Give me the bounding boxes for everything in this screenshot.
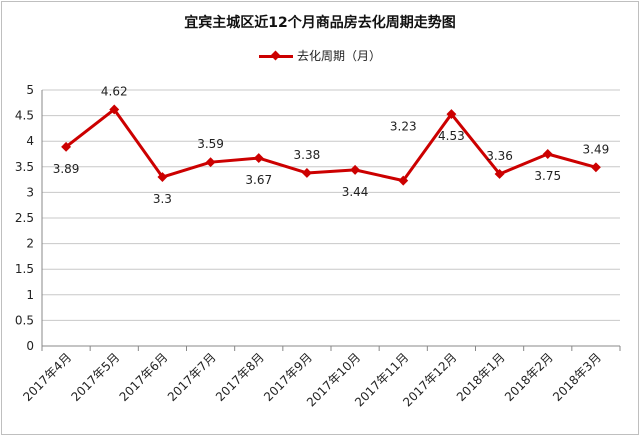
data-label: 3.23 [390,120,417,134]
y-tick-label: 1.5 [15,262,34,276]
chart-legend: 去化周期（月） [0,47,640,64]
x-tick-label: 2017年6月 [117,350,171,404]
x-tick-label: 2018年3月 [550,350,604,404]
data-point [590,162,601,173]
y-tick-label: 0 [26,339,34,353]
data-label: 3.3 [153,192,172,206]
data-label: 3.44 [342,185,369,199]
data-label: 3.36 [486,149,513,163]
x-tick-label: 2017年4月 [20,350,74,404]
data-point [109,104,120,115]
data-point [205,157,216,168]
series-line [65,107,597,183]
data-label: 3.49 [583,142,610,156]
data-point [301,167,312,178]
data-label: 3.75 [534,169,561,183]
data-point [350,164,361,175]
data-label: 3.89 [53,162,80,176]
y-tick-label: 2.5 [15,211,34,225]
data-point [398,175,409,186]
data-point [542,149,553,159]
chart-title: 宜宾主城区近12个月商品房去化周期走势图 [184,15,456,31]
y-tick-label: 3 [26,185,34,199]
data-point [253,153,264,164]
y-tick-label: 3.5 [15,160,34,174]
y-tick-label: 1 [26,288,34,302]
y-tick-label: 0.5 [15,313,34,327]
data-label: 3.59 [197,137,224,151]
legend-marker-icon [258,50,293,61]
y-tick-label: 4 [26,134,34,148]
legend-label: 去化周期（月） [296,49,381,63]
data-label: 3.38 [294,148,321,162]
data-point [494,169,505,179]
y-tick-label: 5 [26,83,34,97]
x-tick-label: 2017年7月 [165,350,219,404]
x-tick-label: 2018年2月 [502,350,556,404]
x-tick-label: 2018年1月 [454,350,508,404]
x-tick-label: 2017年5月 [68,350,122,404]
data-label: 4.53 [438,129,465,143]
x-tick-label: 2017年8月 [213,350,267,404]
y-tick-label: 2 [26,237,34,251]
data-point [157,172,168,182]
y-tick-label: 4.5 [15,109,34,123]
data-label: 4.62 [101,84,128,98]
data-label: 3.67 [245,173,272,187]
